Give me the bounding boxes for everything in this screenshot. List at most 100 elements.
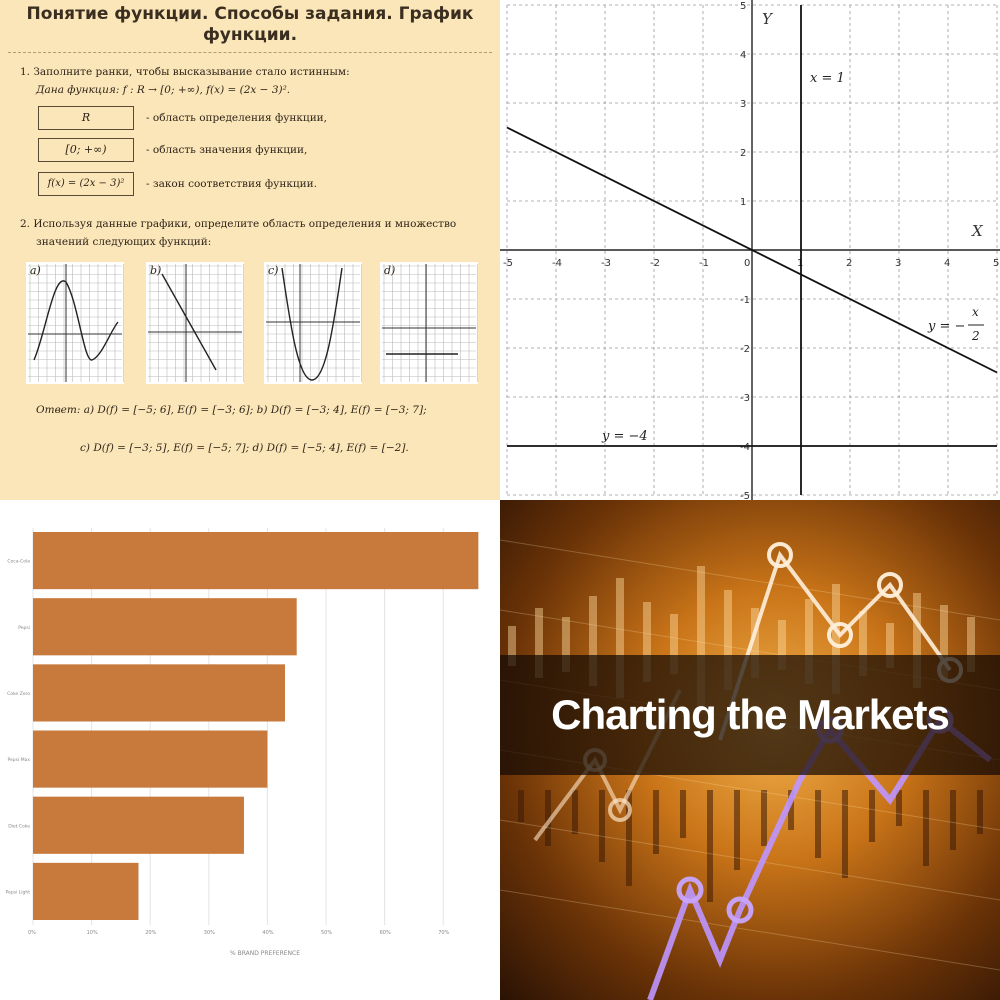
charting-banner: Charting the Markets: [500, 500, 1000, 1000]
category-label: Diet Coke: [8, 823, 30, 829]
x-axis-label: X: [971, 222, 984, 240]
x-tick-label: -3: [601, 258, 611, 269]
candle-bar: [562, 617, 570, 672]
candle-bar: [616, 578, 624, 698]
question-2-cont: значений следующих функций:: [36, 236, 212, 248]
bar: [33, 598, 297, 656]
y-tick-label: 4: [740, 50, 746, 61]
y-tick-label: 2: [740, 148, 746, 159]
light-streak: [500, 539, 1000, 621]
x-tick-label: 50%: [321, 930, 332, 936]
y-tick-label: -1: [740, 295, 750, 306]
y-axis-label: Y: [762, 10, 774, 28]
x-tick-label: -5: [503, 258, 513, 269]
brand-preference-chart: 0% 10% 20% 30% 40% 50% 60% 70% Coca-Cola Pepsi Cok…: [6, 528, 479, 957]
title-divider: [8, 52, 492, 53]
candle-bar: [643, 602, 651, 682]
category-label: Coke Zero: [7, 691, 30, 697]
candle-bar-dark: [788, 790, 794, 830]
mini-graph-b: b): [146, 262, 244, 384]
category-label: Pepsi Max: [7, 757, 30, 763]
answer-line-2: c) D(f) = [−3; 5], E(f) = [−5; 7]; d) D(…: [80, 442, 409, 454]
category-label: Pepsi: [18, 625, 30, 631]
candle-bar: [724, 590, 732, 690]
x-tick-label: 10%: [87, 930, 98, 936]
trend-marker: [767, 542, 793, 568]
answer-box-rule-desc: - закон соответствия функции.: [146, 178, 317, 190]
bar-chart-panel: 0% 10% 20% 30% 40% 50% 60% 70% Coca-Cola Pepsi Cok…: [0, 500, 500, 1000]
annotation-line-2: x = 1: [810, 71, 845, 86]
worksheet-title: Понятие функции. Способы задания. График…: [26, 4, 474, 45]
candle-bar-dark: [842, 790, 848, 878]
question-2: 2. Используя данные графики, определите …: [20, 218, 457, 230]
candle-bar-dark: [518, 790, 524, 822]
candle-bar: [670, 614, 678, 674]
answer-box-range-desc: - область значения функции,: [146, 144, 308, 156]
candle-bar-dark: [734, 790, 740, 870]
mini-graph-a: a): [26, 262, 124, 384]
x-tick-label: -1: [699, 258, 709, 269]
trend-marker: [827, 622, 853, 648]
y-tick-label: 1: [740, 197, 746, 208]
candle-bar: [967, 617, 975, 672]
trend-line-light: [718, 550, 952, 741]
candle-bar: [913, 593, 921, 688]
question-1: 1. Заполните ранки, чтобы высказывание с…: [20, 66, 350, 78]
x-tick-label: 40%: [262, 930, 273, 936]
annotation-line-3: y = −4: [601, 429, 648, 444]
candle-bar-dark: [545, 790, 551, 846]
trend-marker-purple: [726, 896, 754, 924]
candle-bar-dark: [599, 790, 605, 862]
candle-bar-dark: [653, 790, 659, 854]
candle-bar: [859, 611, 867, 676]
x-axis-label: % BRAND PREFERENCE: [230, 950, 300, 957]
x-tick-label: -4: [552, 258, 562, 269]
bar: [33, 796, 244, 854]
category-label: Pepsi Light: [6, 889, 31, 895]
category-label: Coca-Cola: [7, 559, 30, 565]
mini-graph-c: c): [264, 262, 362, 384]
banner-band: [500, 655, 1000, 775]
y-tick-label: -3: [740, 393, 750, 404]
x-tick-label: 20%: [145, 930, 156, 936]
x-tick-label: 0%: [28, 930, 36, 936]
answer-line-1: Ответ: a) D(f) = [−5; 6], E(f) = [−3; 6]…: [36, 404, 427, 416]
banner-title: Charting the Markets: [551, 691, 950, 738]
answer-box-domain: R: [38, 106, 134, 130]
worksheet-panel: Понятие функции. Способы задания. График…: [0, 0, 500, 500]
y-tick-label: -2: [740, 344, 750, 355]
candle-bar: [697, 566, 705, 706]
mini-graph-d-label: d): [384, 264, 396, 277]
candle-bar-dark: [977, 790, 983, 834]
bar: [33, 730, 268, 788]
bar: [33, 862, 139, 920]
light-streak: [500, 889, 1000, 971]
mini-graph-c-label: c): [268, 264, 279, 277]
candle-bar-dark: [815, 790, 821, 858]
y-tick-label: -4: [740, 442, 750, 453]
bar: [33, 664, 285, 722]
bar: [33, 532, 479, 590]
mini-graph-b-label: b): [150, 264, 162, 277]
candle-bar-dark: [707, 790, 713, 902]
candle-bar: [805, 599, 813, 684]
annotation-line-1: y = −: [927, 319, 965, 334]
y-tick-label: 5: [740, 1, 746, 12]
answer-box-range: [0; +∞): [38, 138, 134, 162]
annotation-line-1-denominator: 2: [971, 329, 980, 343]
candle-bar-dark: [896, 790, 902, 826]
candle-bar-dark: [923, 790, 929, 866]
candle-bar: [940, 605, 948, 680]
mini-function-curve: [281, 267, 343, 381]
candle-bar: [508, 626, 516, 666]
x-tick-label: 30%: [204, 930, 215, 936]
x-tick-label: 70%: [438, 930, 449, 936]
candle-bar-dark: [950, 790, 956, 850]
candle-bar: [535, 608, 543, 678]
trend-marker-purple: [676, 876, 704, 904]
candle-bar: [589, 596, 597, 686]
trend-marker: [877, 572, 903, 598]
mini-function-curve: [33, 280, 119, 361]
